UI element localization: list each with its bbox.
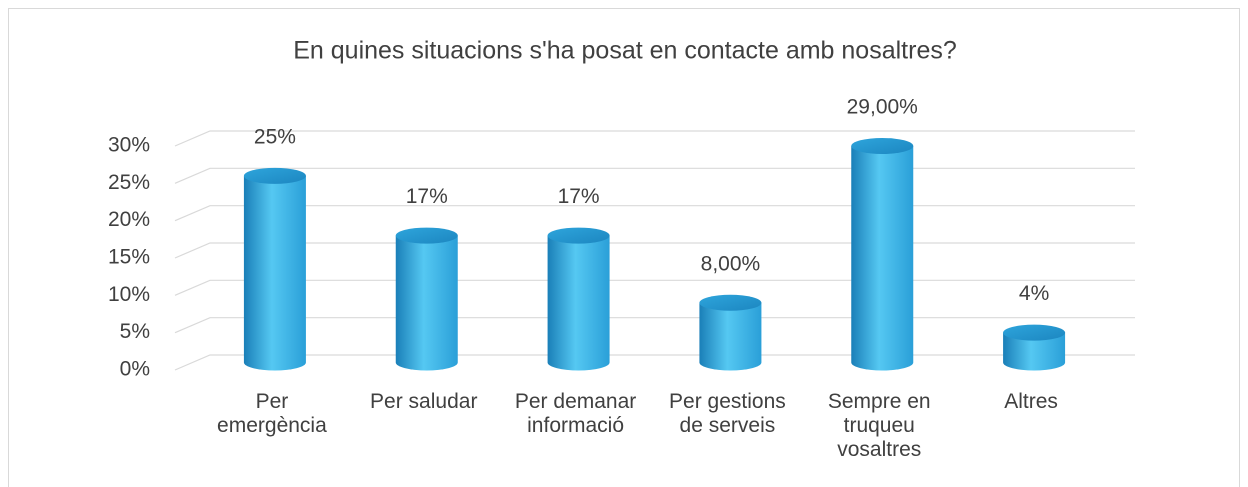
bar [699, 294, 762, 371]
y-tick-label: 0% [120, 358, 150, 381]
bar-body [395, 235, 458, 371]
bar-body [243, 175, 306, 371]
y-tick-label: 25% [108, 171, 150, 194]
x-tick-label: Per gestions de serveis [669, 390, 786, 437]
bar-top [243, 167, 306, 184]
grid-line [174, 130, 1135, 147]
y-tick-label: 15% [108, 246, 150, 269]
x-tick-label: Sempre en truqueu vosaltres [828, 390, 931, 461]
grid-line [174, 354, 1135, 371]
bar-top [547, 227, 610, 244]
bar-top [851, 137, 914, 154]
chart-border [8, 8, 1240, 487]
grid-line [174, 205, 1135, 222]
value-label: 17% [406, 185, 448, 208]
bar [395, 227, 458, 371]
bar [851, 137, 914, 371]
grid-line [174, 167, 1135, 184]
x-tick-label: Per emergència [217, 390, 327, 437]
bar-body [851, 145, 914, 371]
bar-body [699, 302, 762, 371]
bar [243, 167, 306, 371]
bar [1003, 324, 1066, 371]
bar-body [1003, 332, 1066, 371]
y-tick-label: 10% [108, 283, 150, 306]
value-label: 29,00% [847, 96, 918, 119]
bar-top [699, 294, 762, 311]
chart-title: En quines situacions s'ha posat en conta… [293, 37, 957, 65]
value-label: 4% [1019, 282, 1049, 305]
bar-top [1003, 324, 1066, 341]
y-tick-label: 5% [120, 320, 150, 343]
y-tick-label: 30% [108, 134, 150, 157]
value-label: 25% [254, 125, 296, 148]
bar-body [547, 235, 610, 371]
bar-top [395, 227, 458, 244]
value-label: 8,00% [701, 252, 761, 275]
x-tick-label: Per demanar informació [515, 390, 636, 437]
grid-line [174, 317, 1135, 334]
bar [547, 227, 610, 371]
x-tick-label: Per saludar [370, 390, 477, 413]
x-tick-label: Altres [1004, 390, 1058, 413]
y-tick-label: 20% [108, 208, 150, 231]
grid-line [174, 242, 1135, 259]
value-label: 17% [558, 185, 600, 208]
grid-line [174, 279, 1135, 296]
